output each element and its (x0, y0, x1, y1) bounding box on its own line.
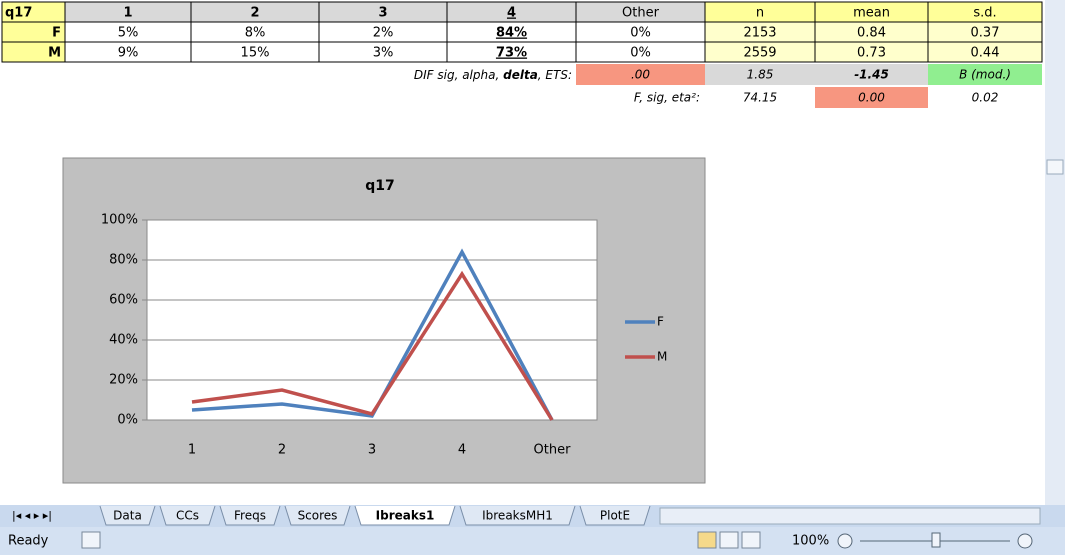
chart-title: q17 (365, 178, 395, 194)
table-cell: 0% (630, 26, 651, 41)
series-line (191, 248, 554, 421)
vertical-scrollbar[interactable] (1045, 0, 1065, 505)
column-header: 2 (250, 6, 259, 21)
table-cell: 0% (630, 46, 651, 61)
column-header: 1 (123, 6, 132, 21)
x-tick-label: 1 (188, 443, 196, 458)
zoom-in[interactable] (1017, 533, 1033, 549)
plot-area (146, 219, 598, 421)
zoom-out[interactable] (837, 533, 853, 549)
sheet-tab[interactable] (159, 505, 216, 526)
legend-label: F (657, 315, 664, 329)
table-cell: 73% (496, 46, 527, 61)
sheet-tab[interactable] (354, 505, 456, 526)
column-header: mean (853, 6, 890, 21)
table-cell: 15% (241, 46, 270, 61)
sheet-tab[interactable] (99, 505, 156, 526)
table-cell: 0.84 (857, 26, 886, 41)
table-cell: 0.73 (857, 46, 886, 61)
column-header: s.d. (973, 6, 996, 21)
table-cell: 9% (118, 46, 139, 61)
dif-label: DIF sig, alpha, delta, ETS: (414, 68, 572, 82)
macro-icon[interactable] (81, 531, 101, 549)
dif-value: .00 (631, 68, 650, 82)
zoom-level: 100% (792, 534, 829, 549)
page-break-button[interactable] (741, 531, 761, 549)
anova-label: F, sig, eta²: (634, 91, 700, 105)
sheet-tab-label: PlotE (600, 509, 630, 523)
chart: q17 0% 20% 40% 60% 80% 100% 1 2 3 4 Other F M (62, 157, 706, 484)
table-cell: 84% (496, 26, 527, 41)
y-tick-label: 0% (117, 413, 138, 428)
anova-value: 0.00 (858, 91, 885, 105)
sheet-tab[interactable] (459, 505, 576, 526)
table-cell: 2559 (743, 46, 776, 61)
sheet-tab-label: Ibreaks1 (376, 509, 435, 523)
table-cell: 2% (373, 26, 394, 41)
dif-label-part: delta (503, 68, 538, 82)
status-text: Ready (8, 534, 49, 549)
sheet-tab-label: Freqs (234, 509, 266, 523)
table-cell: 0.37 (971, 26, 1000, 41)
anova-cell (815, 87, 928, 108)
table-cell: 5% (118, 26, 139, 41)
y-tick-label: 60% (109, 293, 138, 308)
y-tick-label: 40% (109, 333, 138, 348)
dif-value: -1.45 (854, 68, 889, 82)
sheet-tab[interactable] (284, 505, 351, 526)
column-header: 3 (378, 6, 387, 21)
sheet-tab-label: CCs (176, 509, 199, 523)
column-header: q17 (5, 6, 32, 21)
row-header: F (52, 26, 61, 41)
y-tick-label: 20% (109, 373, 138, 388)
sheet-tab-label: Scores (298, 509, 338, 523)
x-tick-label: 2 (278, 443, 286, 458)
row-header: M (48, 46, 61, 61)
dif-cell (705, 64, 815, 85)
table-cell: 8% (245, 26, 266, 41)
x-tick-label: Other (534, 443, 572, 458)
legend-label: M (657, 350, 667, 364)
scroll-thumb[interactable] (1046, 159, 1064, 175)
x-tick-label: 3 (368, 443, 376, 458)
horizontal-scrollbar[interactable] (659, 507, 1041, 525)
table-cell: 0.44 (971, 46, 1000, 61)
cell-grid: q17 1 2 3 4 Other n mean s.d. F 5% 8% 2% 84% 0% 2153 0.8… (1, 1, 1043, 108)
tab-nav[interactable]: |◂ ◂ ▸ ▸| (12, 509, 52, 522)
series-line (191, 270, 554, 421)
column-header: Other (622, 6, 660, 21)
table-cell: 3% (373, 46, 394, 61)
sheet-tab[interactable] (579, 505, 651, 526)
dif-cell (576, 64, 705, 85)
dif-value: 1.85 (747, 68, 774, 82)
table-cell: 2153 (743, 26, 776, 41)
cell (927, 41, 1043, 63)
anova-value: 74.15 (743, 91, 777, 105)
sheet-tab-label: IbreaksMH1 (482, 509, 553, 523)
y-tick-label: 100% (101, 213, 138, 228)
sheet-tabs: Data CCs Freqs Scores Ibreaks1 IbreaksMH1 Plot… (99, 505, 651, 526)
column-header: 4 (507, 6, 516, 21)
dif-label-part: DIF sig, alpha, (414, 68, 503, 82)
normal-view-button[interactable] (697, 531, 717, 549)
x-tick-label: 4 (458, 443, 466, 458)
zoom-thumb[interactable] (931, 532, 941, 548)
page-layout-button[interactable] (719, 531, 739, 549)
dif-value: B (mod.) (959, 68, 1011, 82)
anova-value: 0.02 (972, 91, 999, 105)
sheet-tab[interactable] (219, 505, 281, 526)
sheet-tab-label: Data (113, 509, 142, 523)
dif-label-part: , ETS: (538, 68, 572, 82)
column-header: n (756, 6, 764, 21)
y-tick-label: 80% (109, 253, 138, 268)
dif-cell (928, 64, 1042, 85)
dif-cell (815, 64, 928, 85)
